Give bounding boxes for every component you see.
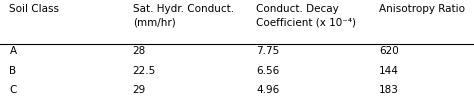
Text: Sat. Hydr. Conduct.
(mm/hr): Sat. Hydr. Conduct. (mm/hr)	[133, 4, 234, 27]
Text: C: C	[9, 85, 17, 95]
Text: 620: 620	[379, 46, 399, 56]
Text: Anisotropy Ratio: Anisotropy Ratio	[379, 4, 465, 14]
Text: 28: 28	[133, 46, 146, 56]
Text: Soil Class: Soil Class	[9, 4, 59, 14]
Text: 183: 183	[379, 85, 399, 95]
Text: 144: 144	[379, 66, 399, 76]
Text: 4.96: 4.96	[256, 85, 279, 95]
Text: 6.56: 6.56	[256, 66, 279, 76]
Text: A: A	[9, 46, 17, 56]
Text: 29: 29	[133, 85, 146, 95]
Text: 7.75: 7.75	[256, 46, 279, 56]
Text: B: B	[9, 66, 17, 76]
Text: Conduct. Decay
Coefficient (x 10⁻⁴): Conduct. Decay Coefficient (x 10⁻⁴)	[256, 4, 356, 27]
Text: 22.5: 22.5	[133, 66, 156, 76]
